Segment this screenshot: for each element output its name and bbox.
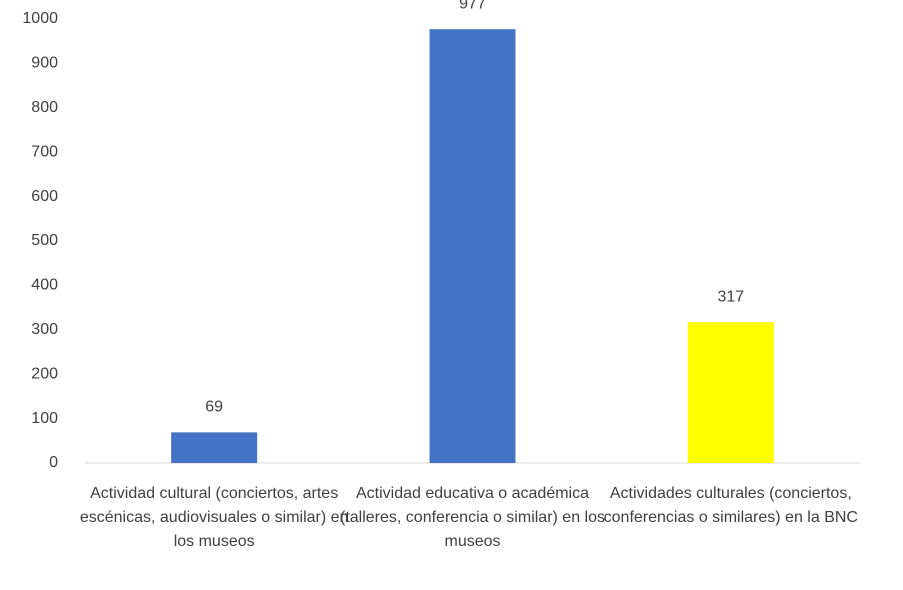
x-tick-label: Actividades culturales (conciertos, conf…	[603, 485, 858, 526]
x-tick-label: Actividad cultural (conciertos, artes es…	[79, 485, 349, 550]
y-tick-label: 700	[31, 143, 58, 160]
data-label: 69	[205, 399, 223, 416]
x-tick-label: Actividad educativa o académica (tallere…	[340, 485, 605, 550]
bar	[171, 432, 258, 463]
y-tick-label: 900	[31, 55, 58, 72]
bar	[429, 29, 516, 463]
y-tick-label: 200	[31, 365, 58, 382]
bar	[687, 322, 774, 463]
data-label: 977	[459, 0, 486, 12]
data-label: 317	[717, 288, 744, 305]
y-tick-label: 1000	[22, 10, 58, 27]
y-tick-label: 100	[31, 410, 58, 427]
y-tick-label: 300	[31, 321, 58, 338]
y-tick-label: 0	[49, 454, 58, 471]
y-tick-label: 600	[31, 188, 58, 205]
y-tick-label: 400	[31, 277, 58, 294]
y-tick-label: 500	[31, 232, 58, 249]
y-tick-label: 800	[31, 99, 58, 116]
